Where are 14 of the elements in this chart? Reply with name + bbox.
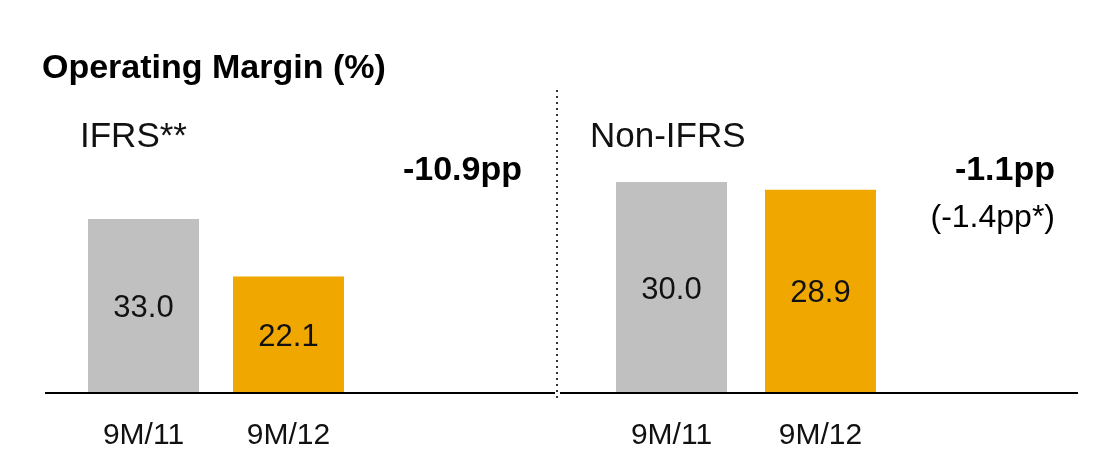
x-tick-label: 9M/12 [246,417,331,449]
data-label: 33.0 [113,289,174,324]
text: -1.1pp [954,149,1055,187]
x-tick-label: 9M/11 [102,417,185,449]
chart-title: Operating Margin (%) [42,47,386,85]
data-label: 28.9 [790,274,851,310]
data-label: 30.0 [641,270,702,306]
data-label: 22.1 [258,317,319,353]
chart-subtitle: Non-IFRS [590,115,746,154]
chart-subtitle: IFRS** [80,115,188,154]
x-tick-label: 9M/12 [778,417,863,449]
text: (-1.4pp*) [930,198,1055,234]
x-tick-label: 9M/11 [630,417,713,449]
text: -10.9pp [402,149,522,187]
